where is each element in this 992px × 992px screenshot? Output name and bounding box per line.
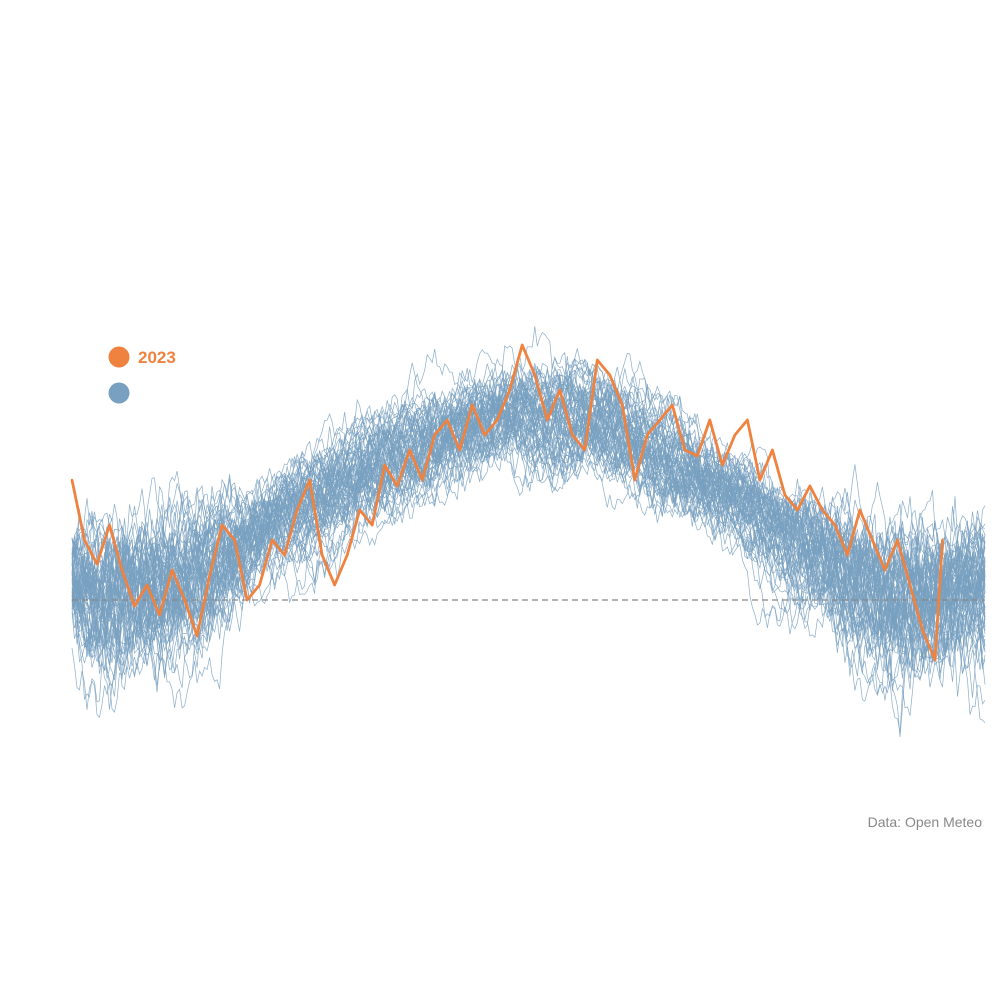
data-point-2023 xyxy=(533,373,536,377)
data-point-2023 xyxy=(145,583,149,587)
history-series-line xyxy=(71,418,986,724)
history-series-line xyxy=(71,403,986,659)
data-point-2023 xyxy=(283,553,286,557)
data-point-2023 xyxy=(383,463,386,467)
data-point-2023 xyxy=(83,538,86,542)
data-point-2023 xyxy=(633,478,636,482)
data-point-2023 xyxy=(496,418,499,422)
data-point-2023 xyxy=(671,403,674,407)
data-point-2023 xyxy=(858,508,862,512)
data-point-2023 xyxy=(771,448,774,452)
data-point-2023 xyxy=(483,433,486,437)
data-point-2023 xyxy=(721,463,724,467)
data-point-2023 xyxy=(596,358,599,362)
data-point-2023 xyxy=(170,568,174,572)
history-series-line xyxy=(71,419,986,734)
data-point-2023 xyxy=(120,568,124,572)
data-point-2023 xyxy=(783,493,787,497)
data-point-2023 xyxy=(95,562,99,566)
legend-label-2023: 2023 xyxy=(138,348,176,367)
data-point-2023 xyxy=(133,604,136,608)
data-point-2023 xyxy=(608,373,611,377)
data-point-2023 xyxy=(295,508,299,512)
legend-marker-2023 xyxy=(108,346,130,368)
data-point-2023 xyxy=(471,403,474,407)
data-point-2023 xyxy=(245,598,249,602)
data-point-2023 xyxy=(821,508,824,512)
history-series-line xyxy=(71,370,986,644)
data-point-2023 xyxy=(658,418,661,422)
history-series-line xyxy=(71,384,986,650)
history-series-line xyxy=(71,368,986,661)
data-point-2023 xyxy=(808,484,812,488)
data-point-2023 xyxy=(371,523,374,527)
data-point-2023 xyxy=(333,583,336,587)
data-point-2023 xyxy=(270,538,274,542)
data-point-2023 xyxy=(933,658,937,662)
data-point-2023 xyxy=(408,448,411,452)
data-point-2023 xyxy=(396,484,399,488)
history-series-line xyxy=(71,369,986,655)
legend: 2023 xyxy=(108,346,176,404)
highlight-series-group xyxy=(70,343,944,662)
data-point-2023 xyxy=(446,418,449,422)
data-point-2023 xyxy=(708,418,711,422)
data-point-2023 xyxy=(558,388,561,392)
data-point-2023 xyxy=(183,598,186,602)
data-point-2023 xyxy=(883,568,887,572)
history-series-line xyxy=(71,396,986,668)
data-point-2023 xyxy=(621,403,624,407)
data-point-2023 xyxy=(546,418,549,422)
data-point-2023 xyxy=(208,574,211,578)
data-point-2023 xyxy=(258,583,261,587)
data-point-2023 xyxy=(696,454,699,458)
legend-marker-history xyxy=(108,382,130,404)
data-point-2023 xyxy=(220,523,224,527)
data-point-2023 xyxy=(896,538,899,542)
data-point-2023 xyxy=(308,478,311,482)
data-point-2023 xyxy=(195,634,199,638)
data-point-2023 xyxy=(746,418,749,422)
history-series-line xyxy=(71,374,986,680)
data-point-2023 xyxy=(421,478,424,482)
data-point-2023 xyxy=(583,448,586,452)
data-point-2023 xyxy=(108,523,111,527)
data-point-2023 xyxy=(70,478,74,482)
data-point-2023 xyxy=(521,343,524,347)
data-point-2023 xyxy=(733,433,737,437)
history-series-group xyxy=(71,326,986,738)
data-point-2023 xyxy=(358,508,361,512)
data-source-caption: Data: Open Meteo xyxy=(868,814,983,830)
data-point-2023 xyxy=(833,523,837,527)
data-point-2023 xyxy=(941,538,944,542)
data-point-2023 xyxy=(433,433,436,437)
history-series-line xyxy=(71,403,986,688)
data-point-2023 xyxy=(346,553,349,557)
history-series-line xyxy=(71,371,986,645)
history-series-line xyxy=(71,374,986,656)
data-point-2023 xyxy=(758,478,762,482)
data-point-2023 xyxy=(646,433,649,437)
data-point-2023 xyxy=(508,388,511,392)
data-point-2023 xyxy=(683,448,686,452)
data-point-2023 xyxy=(871,538,874,542)
data-point-2023 xyxy=(796,508,799,512)
data-point-2023 xyxy=(846,553,849,557)
data-point-2023 xyxy=(233,538,236,542)
data-point-2023 xyxy=(921,628,924,632)
data-point-2023 xyxy=(908,583,912,587)
history-series-line xyxy=(71,387,986,658)
data-point-2023 xyxy=(458,448,461,452)
history-series-line xyxy=(71,380,986,681)
data-point-2023 xyxy=(158,613,161,617)
data-point-2023 xyxy=(320,553,324,557)
data-point-2023 xyxy=(571,433,574,437)
